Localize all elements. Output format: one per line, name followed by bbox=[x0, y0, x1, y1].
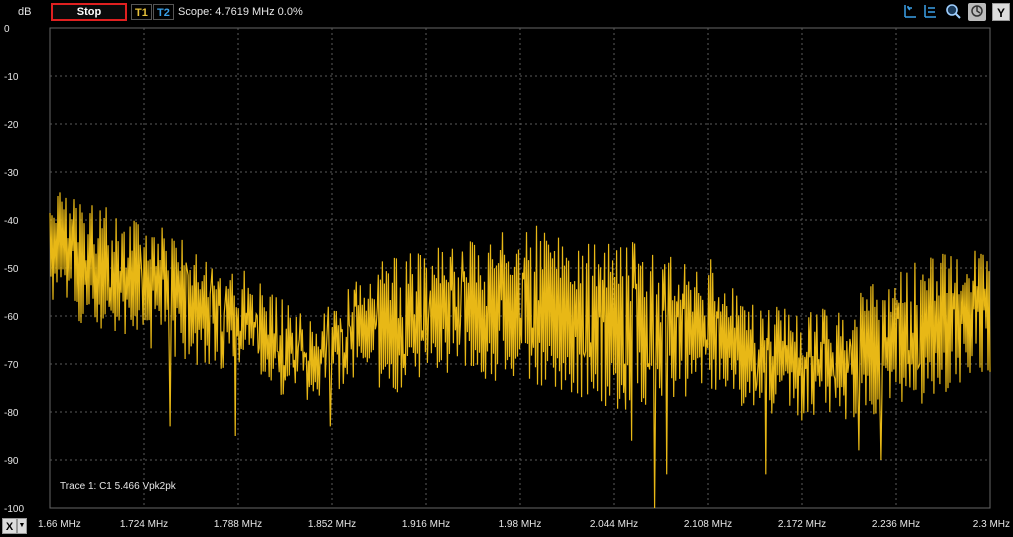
x-tick-label: 1.788 MHz bbox=[214, 519, 262, 530]
autoscale-icon[interactable] bbox=[968, 3, 986, 21]
x-tick-label: 1.916 MHz bbox=[402, 519, 450, 530]
y-axis-unit: dB bbox=[18, 6, 32, 18]
y-tick-label: -30 bbox=[4, 168, 19, 179]
x-tick-label: 2.044 MHz bbox=[590, 519, 638, 530]
x-tick-labels: 1.66 MHz 1.724 MHz 1.788 MHz 1.852 MHz 1.916… bbox=[38, 519, 1010, 530]
y-tick-label: -50 bbox=[4, 264, 19, 275]
y-tick-label: -70 bbox=[4, 360, 19, 371]
x-tick-label: 1.852 MHz bbox=[308, 519, 356, 530]
magnify-icon[interactable] bbox=[944, 3, 962, 21]
x-tick-label: 1.724 MHz bbox=[120, 519, 168, 530]
zoom-x-icon[interactable] bbox=[921, 3, 939, 21]
x-axis-button[interactable]: X bbox=[2, 518, 17, 534]
y-tick-labels: 0 -10 -20 -30 -40 -50 -60 -70 -80 -90 -100 bbox=[4, 24, 24, 515]
trace-t1-button[interactable]: T1 bbox=[131, 4, 152, 20]
x-tick-label: 2.3 MHz bbox=[973, 519, 1010, 530]
y-tick-label: -40 bbox=[4, 216, 19, 227]
trace-annotation: Trace 1: C1 5.466 Vpk2pk bbox=[60, 481, 177, 492]
y-tick-label: -100 bbox=[4, 504, 24, 515]
zoom-y-icon[interactable] bbox=[901, 3, 919, 21]
toolbar: dB Stop T1 T2 Scope: 4.7619 MHz 0.0% Y bbox=[0, 0, 1013, 24]
y-tick-label: 0 bbox=[4, 24, 10, 35]
x-axis-dropdown-icon[interactable]: ▼ bbox=[17, 518, 27, 534]
y-tick-label: -60 bbox=[4, 312, 19, 323]
trace-t2-button[interactable]: T2 bbox=[153, 4, 174, 20]
chart-grid bbox=[49, 27, 991, 509]
y-tick-label: -20 bbox=[4, 120, 19, 131]
y-axis-button[interactable]: Y bbox=[992, 3, 1010, 21]
y-tick-label: -90 bbox=[4, 456, 19, 467]
x-tick-label: 2.108 MHz bbox=[684, 519, 732, 530]
trace-1-line bbox=[49, 192, 991, 509]
y-tick-label: -10 bbox=[4, 72, 19, 83]
scope-readout: Scope: 4.7619 MHz 0.0% bbox=[178, 6, 303, 18]
x-tick-label: 1.98 MHz bbox=[499, 519, 542, 530]
x-tick-label: 2.172 MHz bbox=[778, 519, 826, 530]
y-tick-label: -80 bbox=[4, 408, 19, 419]
trace-1 bbox=[49, 192, 991, 509]
stop-button[interactable]: Stop bbox=[51, 3, 127, 21]
x-tick-label: 2.236 MHz bbox=[872, 519, 920, 530]
x-tick-label: 1.66 MHz bbox=[38, 519, 81, 530]
